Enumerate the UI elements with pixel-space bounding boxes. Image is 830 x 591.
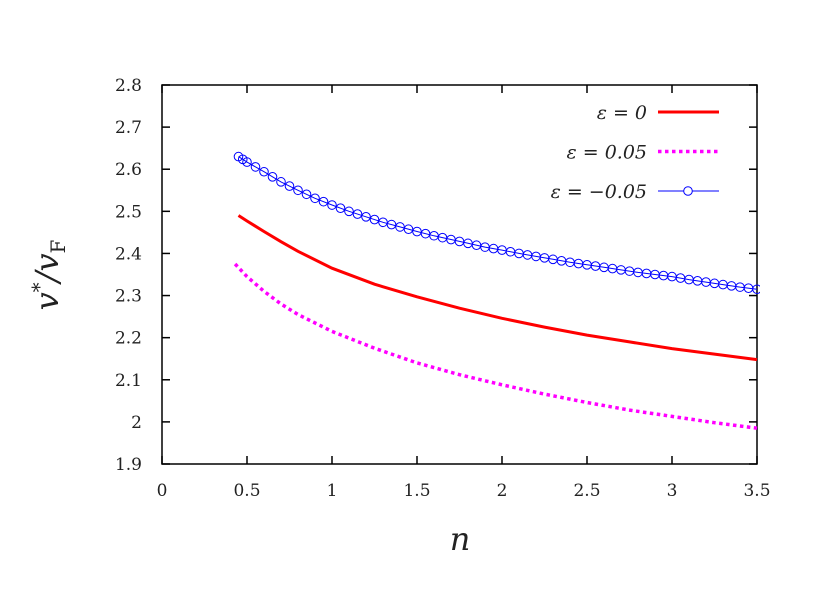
data-point: [335, 203, 346, 213]
plot-frame: [161, 84, 758, 465]
data-point: [259, 166, 269, 177]
x-tick-label: 0: [157, 481, 168, 501]
x-tick-label: 1: [327, 481, 338, 501]
data-point: [369, 214, 380, 225]
legend-label: ε = −0.05: [551, 181, 647, 203]
legend-entry: ε = 0: [597, 102, 719, 124]
y-tick-label: 1.9: [115, 455, 142, 475]
series-line-0: [237, 214, 758, 362]
data-point: [250, 162, 261, 172]
series-line-2: [238, 156, 758, 290]
y-tick-label: 2.8: [115, 76, 142, 96]
x-tick-label: 0.5: [233, 481, 260, 501]
y-tick-label: 2.6: [115, 160, 142, 180]
data-point: [327, 200, 337, 210]
y-tick-label: 2.5: [115, 202, 142, 222]
data-point: [352, 209, 363, 219]
y-tick-label: 2.1: [115, 371, 142, 391]
series-line-1: [233, 262, 758, 430]
y-tick-label: 2.2: [115, 329, 142, 349]
data-point: [276, 177, 286, 187]
legend-marker: [683, 186, 693, 196]
x-tick-label: 3.5: [743, 481, 770, 501]
data-point: [284, 181, 295, 191]
data-point: [344, 206, 354, 217]
data-point: [301, 189, 312, 200]
data-point: [267, 172, 278, 182]
y-tick-label: 2.7: [115, 118, 142, 138]
data-point: [242, 157, 252, 167]
y-tick-label: 2.4: [115, 244, 142, 264]
legend-label: ε = 0.05: [567, 142, 648, 164]
data-point: [318, 196, 329, 207]
x-tick-label: 1.5: [403, 481, 430, 501]
y-tick-label: 2.3: [115, 287, 142, 307]
y-axis-label: v*/vF: [27, 239, 70, 310]
x-tick-label: 3: [667, 481, 678, 501]
data-point: [293, 185, 303, 196]
x-axis-label: n: [450, 520, 471, 558]
data-point: [361, 212, 371, 222]
x-tick-label: 2: [497, 481, 508, 501]
x-tick-label: 2.5: [573, 481, 600, 501]
legend-label: ε = 0: [597, 102, 647, 124]
y-tick-label: 2: [131, 413, 142, 433]
data-point: [752, 284, 760, 295]
legend-entry: ε = 0.05: [567, 142, 719, 164]
svg-text:v*/vF: v*/vF: [27, 239, 70, 310]
legend-entry: ε = −0.05: [551, 181, 719, 203]
data-point: [310, 193, 320, 204]
